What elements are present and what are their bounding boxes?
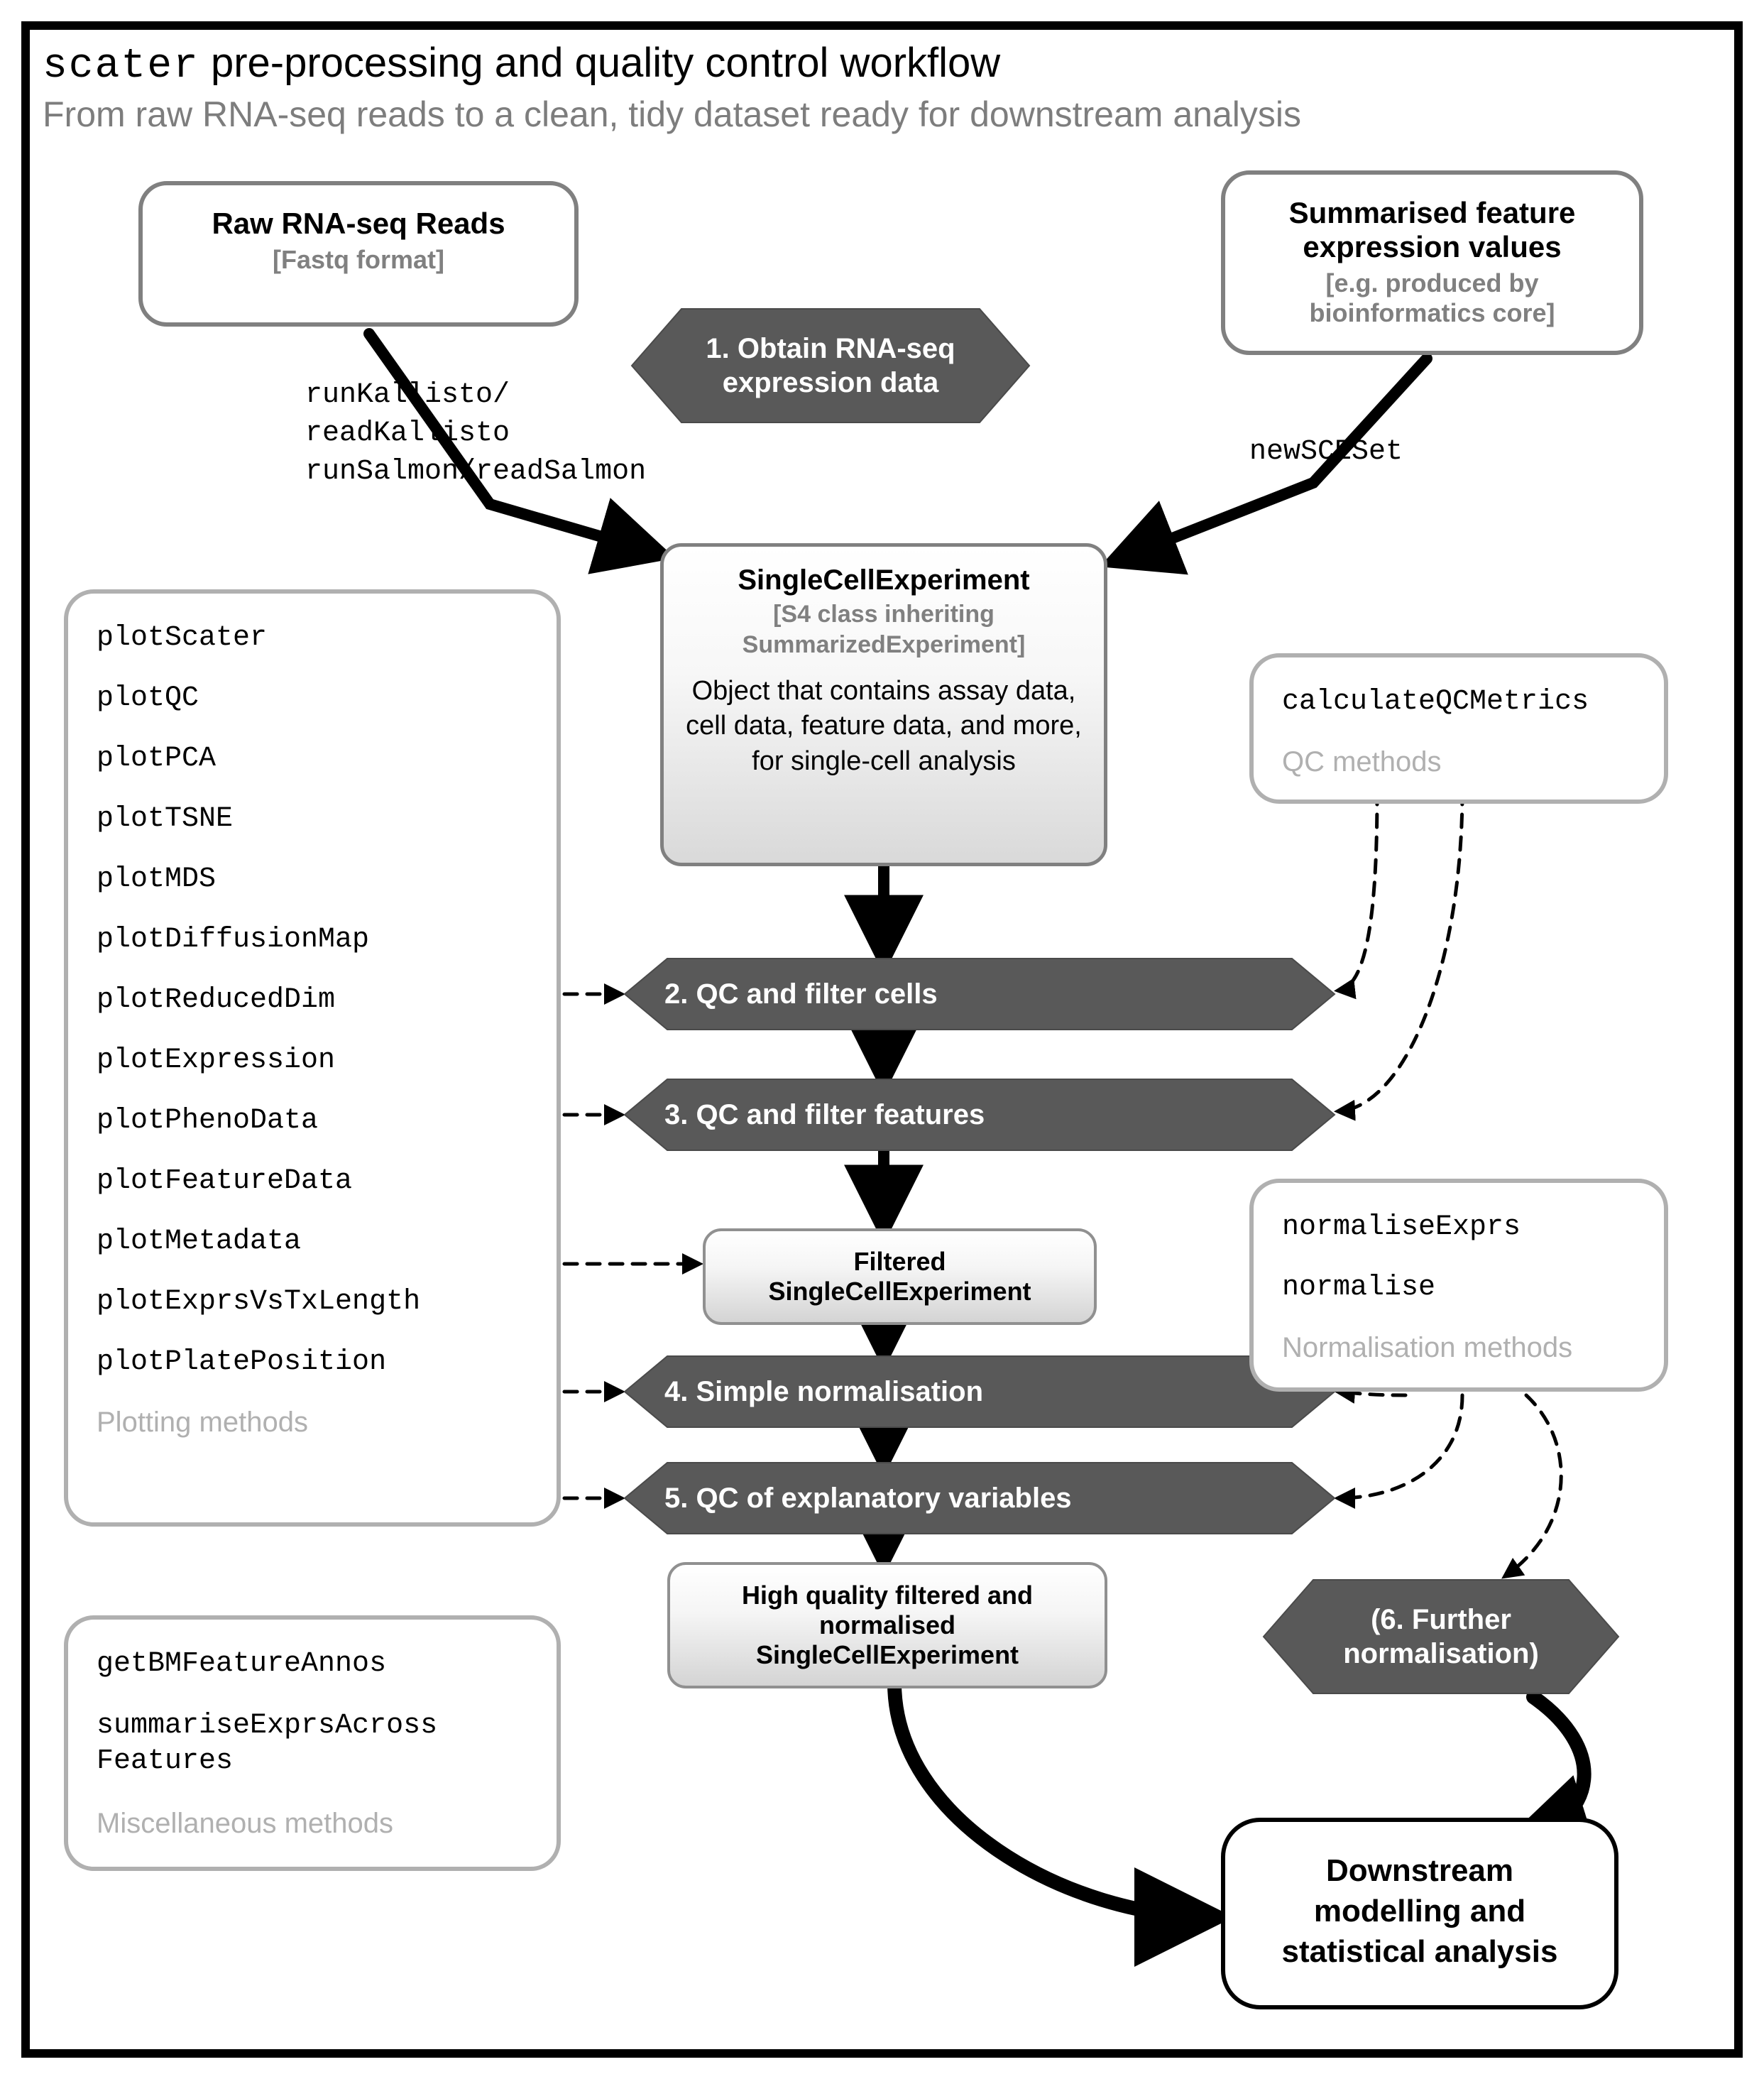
method-item: plotDiffusionMap	[97, 924, 528, 956]
raw-title: Raw RNA-seq Reads	[164, 207, 553, 241]
method-item: plotPhenoData	[97, 1105, 528, 1137]
panel-plotting-methods: plotScater plotQC plotPCA plotTSNE plotMDS pl…	[64, 589, 561, 1527]
raw-sub: [Fastq format]	[164, 245, 553, 275]
node-raw-reads: Raw RNA-seq Reads [Fastq format]	[138, 181, 579, 327]
edge-label-newsceset: newSCESet	[1249, 433, 1403, 471]
method-item: plotReducedDim	[97, 984, 528, 1016]
node-downstream: Downstream modelling and statistical ana…	[1221, 1818, 1618, 2009]
page: scater pre-processing and quality contro…	[0, 0, 1764, 2079]
filtered-label: Filtered SingleCellExperiment	[768, 1247, 1031, 1306]
method-item: summariseExprsAcross Features	[97, 1708, 528, 1779]
method-item: calculateQCMetrics	[1282, 686, 1636, 718]
node-filtered-sce: Filtered SingleCellExperiment	[703, 1228, 1097, 1325]
method-item: plotExprsVsTxLength	[97, 1286, 528, 1318]
page-subtitle: From raw RNA-seq reads to a clean, tidy …	[43, 94, 1721, 135]
method-item: plotExpression	[97, 1044, 528, 1076]
method-item: plotMetadata	[97, 1226, 528, 1257]
method-item: normalise	[1282, 1272, 1636, 1304]
method-item: plotPlatePosition	[97, 1346, 528, 1378]
panel-qc-methods: calculateQCMetrics QC methods	[1249, 653, 1668, 804]
method-item: plotFeatureData	[97, 1165, 528, 1197]
panel-footer: QC methods	[1282, 746, 1636, 778]
sce-desc: Object that contains assay data, cell da…	[684, 674, 1084, 779]
method-item: plotPCA	[97, 743, 528, 775]
method-item: normaliseExprs	[1282, 1211, 1636, 1243]
downstream-label: Downstream modelling and statistical ana…	[1282, 1853, 1558, 1969]
title-prefix: scater	[43, 43, 199, 89]
summarised-sub: [e.g. produced by bioinformatics core]	[1247, 268, 1618, 328]
panel-footer: Miscellaneous methods	[97, 1808, 528, 1840]
panel-footer: Plotting methods	[97, 1407, 528, 1439]
page-title: scater pre-processing and quality contro…	[43, 39, 1721, 89]
panel-footer: Normalisation methods	[1282, 1332, 1636, 1364]
hq-label: High quality filtered and normalised Sin…	[742, 1581, 1033, 1669]
method-item: plotMDS	[97, 863, 528, 895]
panel-misc-methods: getBMFeatureAnnos summariseExprsAcross Fe…	[64, 1615, 561, 1871]
method-item: plotQC	[97, 682, 528, 714]
title-rest: pre-processing and quality control workf…	[199, 40, 1000, 86]
node-sce: SingleCellExperiment [S4 class inheritin…	[660, 543, 1107, 866]
sce-sub: [S4 class inheriting SummarizedExperimen…	[684, 599, 1084, 660]
node-summarised-values: Summarised feature expression values [e.…	[1221, 170, 1643, 355]
header: scater pre-processing and quality contro…	[43, 39, 1721, 135]
method-item: getBMFeatureAnnos	[97, 1648, 528, 1680]
summarised-title: Summarised feature expression values	[1247, 196, 1618, 264]
panel-norm-methods: normaliseExprs normalise Normalisation met…	[1249, 1179, 1668, 1392]
method-item: plotTSNE	[97, 803, 528, 835]
method-item: plotScater	[97, 622, 528, 654]
sce-title: SingleCellExperiment	[684, 564, 1084, 596]
edge-label-kallisto: runKallisto/ readKallisto runSalmon/read…	[305, 376, 646, 491]
node-hq-sce: High quality filtered and normalised Sin…	[667, 1562, 1107, 1688]
